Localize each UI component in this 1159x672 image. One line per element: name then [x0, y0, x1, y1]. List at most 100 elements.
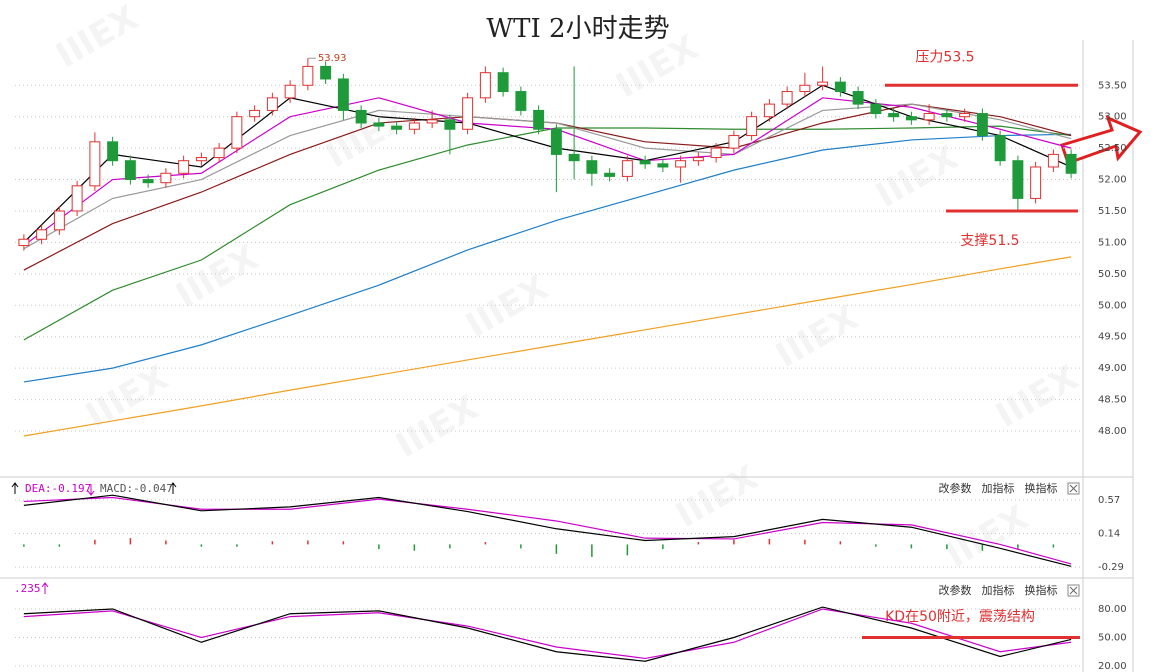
candle-body [18, 238, 30, 247]
candle-body [834, 81, 846, 93]
candle-body [444, 119, 456, 130]
candle-body [1030, 166, 1042, 199]
y-tick-label: 50.00 [1098, 300, 1127, 311]
candle-body [888, 113, 900, 118]
candle-body [533, 109, 545, 130]
candle-body [763, 103, 775, 118]
annotation: KD在50附近，震荡结构 [885, 609, 1035, 625]
candle-body [462, 97, 474, 130]
y-tick-label: 52.50 [1098, 143, 1127, 154]
candle-body [355, 109, 367, 124]
level-label: 压力53.5 [915, 49, 974, 65]
indicator-button[interactable]: 加指标 [982, 583, 1015, 597]
y-tick-label: 53.50 [1098, 80, 1127, 91]
candle-body [426, 119, 438, 124]
indicator-line [23, 608, 1072, 660]
candle-body [231, 116, 243, 149]
watermark: IIIEX [869, 138, 965, 216]
indicator-line [23, 133, 1072, 383]
candle-body [124, 160, 136, 181]
watermark: IIIEX [49, 0, 145, 76]
watermark: IIIEX [459, 268, 555, 346]
candle-body [284, 84, 296, 99]
y-tick-label: 50.00 [1098, 633, 1127, 644]
arrow-icon [87, 484, 95, 496]
high-label: 53.93 [318, 53, 347, 64]
candle-body [515, 91, 527, 111]
y-tick-label: 49.50 [1098, 332, 1127, 343]
candle-body [1012, 160, 1024, 199]
close-icon [1069, 484, 1078, 493]
close-icon [1069, 586, 1078, 595]
candle-body [746, 116, 758, 137]
candle-body [586, 160, 598, 174]
candle-body [36, 229, 48, 240]
candle-body [142, 179, 154, 184]
candle-body [391, 125, 403, 130]
y-tick-label: 53.00 [1098, 112, 1127, 123]
candle-body [870, 103, 882, 115]
level-label: 支撑51.5 [960, 233, 1019, 249]
indicator-label: MACD:-0.047 [100, 482, 173, 495]
watermark: IIIEX [669, 458, 765, 536]
candle-body [71, 185, 83, 212]
indicator-button[interactable]: 换指标 [1025, 583, 1058, 597]
y-tick-label: 20.00 [1098, 661, 1127, 672]
indicator-button[interactable]: 换指标 [1025, 481, 1058, 495]
candle-body [657, 163, 669, 168]
y-tick-label: 48.50 [1098, 395, 1127, 406]
candle-body [497, 72, 509, 93]
candle-body [621, 160, 633, 177]
candle-body [852, 91, 864, 105]
indicator-line [23, 606, 1072, 662]
candle-body [1047, 153, 1059, 168]
y-tick-label: 50.50 [1098, 269, 1127, 280]
arrow-icon [169, 482, 177, 494]
arrow-icon [11, 482, 19, 494]
chart-title: WTI 2小时走势 [486, 14, 669, 44]
candle-body [320, 65, 332, 80]
y-tick-label: 52.00 [1098, 175, 1127, 186]
y-tick-label: 51.50 [1098, 206, 1127, 217]
candle-body [604, 172, 616, 177]
candle-body [692, 157, 704, 162]
indicator-line [23, 103, 1072, 250]
indicator-line [23, 496, 1072, 565]
candle-body [710, 147, 722, 159]
indicator-button[interactable]: 改参数 [939, 481, 972, 495]
indicator-label: DEA:-0.197 [25, 482, 91, 495]
y-tick-label: 0.57 [1098, 495, 1120, 506]
arrow-icon [41, 582, 49, 594]
y-tick-label: 0.14 [1098, 528, 1120, 539]
candle-body [302, 65, 314, 86]
indicator-button[interactable]: 改参数 [939, 583, 972, 597]
candle-body [675, 160, 687, 168]
candle-body [923, 113, 935, 121]
candle-body [213, 147, 225, 159]
candle-body [781, 91, 793, 105]
indicator-line [23, 256, 1072, 437]
indicator-line [23, 494, 1072, 567]
candle-body [817, 81, 829, 86]
watermark: IIIEX [169, 238, 265, 316]
candle-body [408, 122, 420, 130]
candle-body [799, 84, 811, 93]
y-tick-label: 49.00 [1098, 363, 1127, 374]
candle-body [568, 153, 580, 162]
candle-body [905, 116, 917, 121]
indicator-button[interactable]: 加指标 [982, 481, 1015, 495]
candle-body [266, 97, 278, 111]
y-tick-label: 80.00 [1098, 604, 1127, 615]
candle-body [160, 172, 172, 184]
y-tick-label: 48.00 [1098, 426, 1127, 437]
indicator-label: .235 [14, 582, 41, 595]
candle-body [337, 78, 349, 111]
y-tick-label: -0.29 [1098, 562, 1124, 573]
candle-body [994, 135, 1006, 162]
candle-body [107, 141, 119, 162]
candle-body [959, 113, 971, 118]
candle-body [1065, 153, 1077, 174]
candle-body [941, 113, 953, 118]
